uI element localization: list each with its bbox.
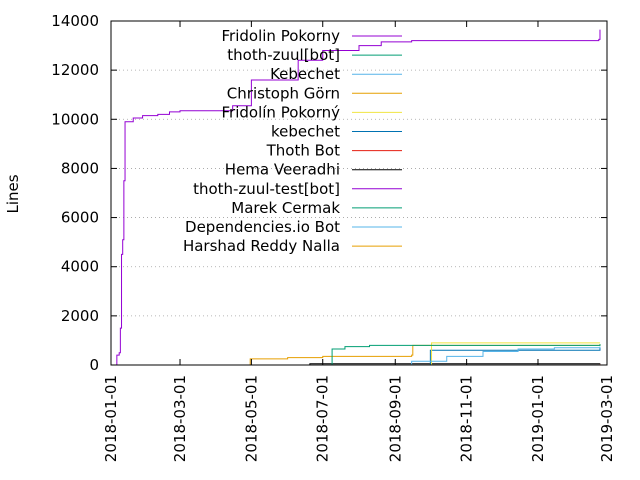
y-axis: 0 2000 4000 6000 8000 10000 12000 14000 [51,12,607,374]
x-tick-label: 2018-03-01 [171,375,189,462]
legend-label: Hema Veeradhi [225,161,340,179]
plot-frame [110,20,608,366]
legend-label: Thoth Bot [266,142,340,160]
y-tick-label: 0 [89,356,99,374]
x-tick-label: 2018-11-01 [458,375,476,462]
legend: Fridolin Pokornythoth-zuul[bot]KebechetC… [183,27,402,255]
legend-label: thoth-zuul-test[bot] [193,180,340,198]
series-lines [115,29,601,366]
series-line [375,346,601,366]
y-tick-label: 12000 [51,61,99,79]
y-tick-label: 6000 [61,209,99,227]
legend-label: thoth-zuul[bot] [227,46,340,64]
y-axis-title: Lines [4,174,22,213]
grid-lines [111,69,607,317]
legend-label: Dependencies.io Bot [185,218,340,236]
legend-label: Harshad Reddy Nalla [183,237,340,255]
y-tick-label: 2000 [61,307,99,325]
x-tick-label: 2019-01-01 [529,375,547,462]
series-line [430,342,600,366]
legend-label: Fridolin Pokorny [222,27,341,45]
legend-label: kebechet [271,123,340,141]
legend-label: Christoph Görn [227,84,340,102]
series-line [115,29,601,366]
y-tick-label: 14000 [51,12,99,30]
y-tick-label: 8000 [61,159,99,177]
legend-label: Marek Cermak [231,199,340,217]
x-tick-label: 2018-09-01 [386,375,404,462]
x-tick-label: 2018-01-01 [102,375,120,462]
x-tick-label: 2018-05-01 [242,375,260,462]
series-line [330,344,601,366]
x-tick-label: 2019-03-01 [598,375,616,462]
series-line [395,347,601,366]
series-line [249,344,601,366]
legend-label: Kebechet [270,65,340,83]
legend-label: Fridolín Pokorný [222,103,341,121]
y-tick-label: 4000 [61,258,99,276]
x-axis: 2018-01-01 2018-03-01 2018-05-01 2018-07-01… [102,21,616,462]
x-tick-label: 2018-07-01 [314,375,332,462]
y-tick-label: 10000 [51,110,99,128]
